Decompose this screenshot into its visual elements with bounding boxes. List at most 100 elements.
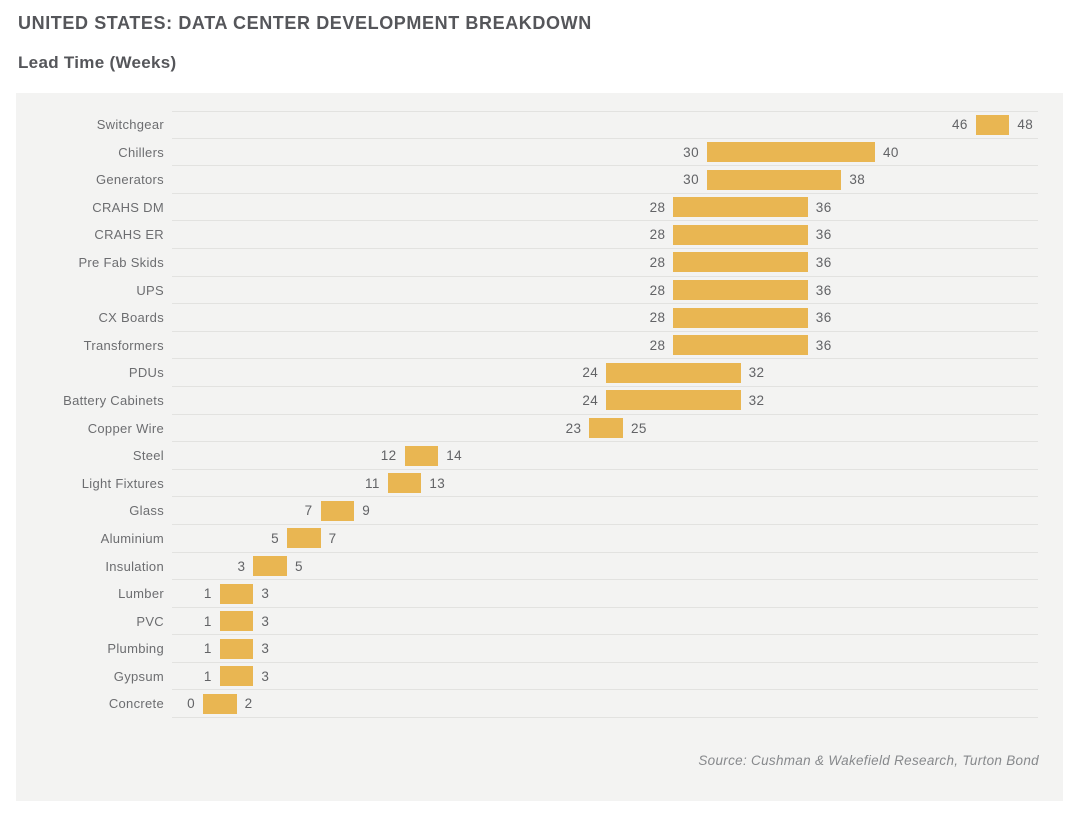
category-label: UPS <box>136 282 164 298</box>
range-bar <box>387 473 422 494</box>
chart-axis-title: Lead Time (Weeks) <box>18 53 177 72</box>
range-bar <box>203 693 237 714</box>
category-label: Generators <box>95 172 164 188</box>
category-label: Copper Wire <box>87 420 164 436</box>
range-bar <box>975 114 1010 135</box>
row-plot-area: 28 36 <box>172 277 1038 305</box>
chart-row: Glass 7 9 <box>16 497 1038 525</box>
max-value-label: 14 <box>446 448 463 464</box>
row-plot-area: 24 32 <box>172 387 1038 415</box>
category-label: Insulation <box>105 558 164 574</box>
min-value-label: 7 <box>304 503 313 519</box>
max-value-label: 3 <box>261 613 270 629</box>
max-value-label: 36 <box>815 254 832 270</box>
row-plot-area: 28 36 <box>172 221 1038 249</box>
range-bar <box>673 335 808 356</box>
max-value-label: 3 <box>261 668 270 684</box>
min-value-label: 5 <box>271 530 279 546</box>
category-label: Chillers <box>118 144 164 160</box>
page-title: UNITED STATES: DATA CENTER DEVELOPMENT B… <box>18 13 592 33</box>
min-value-label: 24 <box>582 365 599 381</box>
min-value-label: 23 <box>565 420 582 436</box>
category-label: Lumber <box>118 586 164 602</box>
min-value-label: 28 <box>649 282 666 298</box>
category-label: Transformers <box>83 337 164 353</box>
max-value-label: 13 <box>429 475 446 491</box>
range-bar <box>606 390 741 411</box>
range-bar <box>589 418 623 439</box>
min-value-label: 28 <box>649 227 666 243</box>
range-bar <box>606 362 741 383</box>
range-bar <box>219 611 254 632</box>
min-value-label: 11 <box>364 475 380 491</box>
chart-row: PDUs 24 32 <box>16 359 1038 387</box>
row-plot-area: 24 32 <box>172 359 1038 387</box>
range-bar <box>287 528 321 549</box>
min-value-label: 30 <box>683 144 699 160</box>
max-value-label: 36 <box>815 337 832 353</box>
range-bar <box>219 583 254 604</box>
range-bar <box>673 224 808 245</box>
range-bar <box>707 142 875 163</box>
chart-row: Gypsum 1 3 <box>16 663 1038 691</box>
chart-row: Generators 30 38 <box>16 166 1038 194</box>
category-label: Concrete <box>108 696 164 712</box>
chart-row: Lumber 1 3 <box>16 580 1038 608</box>
row-plot-area: 28 36 <box>172 304 1038 332</box>
max-value-label: 36 <box>815 199 832 215</box>
max-value-label: 25 <box>631 420 647 436</box>
chart-rows: Switchgear 46 48 Chillers 30 40 Generators 30 38… <box>16 111 1038 718</box>
chart-row: Copper Wire 23 25 <box>16 415 1038 443</box>
range-bar <box>673 307 808 328</box>
category-label: Glass <box>129 503 164 519</box>
row-plot-area: 28 36 <box>172 332 1038 360</box>
range-bar <box>219 638 254 659</box>
row-plot-area: 30 38 <box>172 166 1038 194</box>
category-label: Steel <box>132 448 164 464</box>
chart-panel: Switchgear 46 48 Chillers 30 40 Generators 30 38… <box>16 93 1063 801</box>
min-value-label: 12 <box>380 448 397 464</box>
range-bar <box>404 445 439 466</box>
chart-row: Plumbing 1 3 <box>16 635 1038 663</box>
row-plot-area: 12 14 <box>172 442 1038 470</box>
max-value-label: 7 <box>328 530 337 546</box>
row-plot-area: 11 13 <box>172 470 1038 498</box>
min-value-label: 46 <box>951 117 968 132</box>
min-value-label: 30 <box>683 172 699 188</box>
category-label: Gypsum <box>113 668 164 684</box>
min-value-label: 28 <box>649 310 666 326</box>
max-value-label: 40 <box>883 144 899 160</box>
category-label: CRAHS DM <box>92 199 164 215</box>
min-value-label: 0 <box>187 696 195 712</box>
category-label: Switchgear <box>96 117 164 132</box>
max-value-label: 36 <box>815 227 832 243</box>
chart-row: CRAHS ER 28 36 <box>16 221 1038 249</box>
chart-row: Switchgear 46 48 <box>16 111 1038 139</box>
max-value-label: 9 <box>362 503 371 519</box>
chart-row: Battery Cabinets 24 32 <box>16 387 1038 415</box>
chart-row: Insulation 3 5 <box>16 553 1038 581</box>
max-value-label: 2 <box>244 696 253 712</box>
min-value-label: 1 <box>203 641 212 657</box>
min-value-label: 1 <box>203 668 212 684</box>
row-plot-area: 23 25 <box>172 415 1038 443</box>
chart-row: Steel 12 14 <box>16 442 1038 470</box>
category-label: Plumbing <box>107 641 164 657</box>
category-label: PVC <box>136 613 164 629</box>
min-value-label: 1 <box>203 586 212 602</box>
range-bar <box>707 169 842 190</box>
category-label: Pre Fab Skids <box>78 254 164 270</box>
min-value-label: 24 <box>582 392 599 408</box>
row-plot-area: 30 40 <box>172 139 1038 167</box>
max-value-label: 48 <box>1017 117 1034 132</box>
chart-row: CRAHS DM 28 36 <box>16 194 1038 222</box>
chart-row: Light Fixtures 11 13 <box>16 470 1038 498</box>
chart-row: UPS 28 36 <box>16 277 1038 305</box>
max-value-label: 36 <box>815 282 832 298</box>
